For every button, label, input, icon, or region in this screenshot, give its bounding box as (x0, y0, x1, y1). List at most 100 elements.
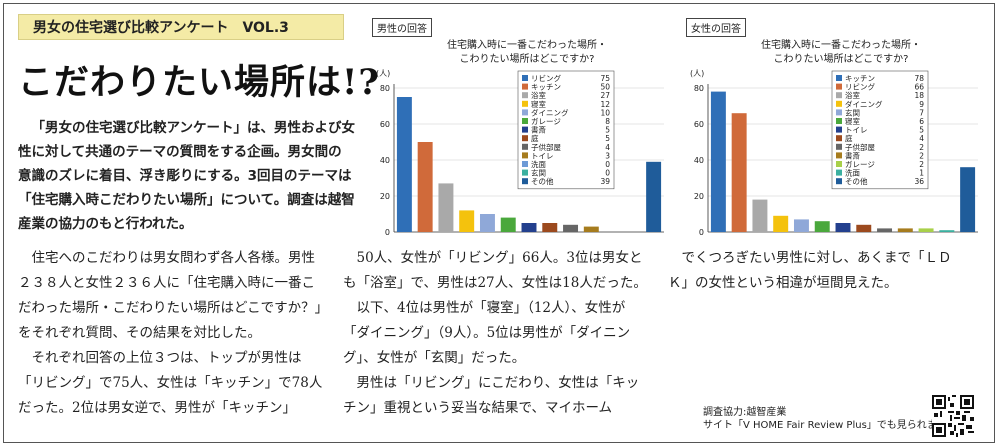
legend-value: 18 (914, 91, 924, 100)
bar-13 (646, 161, 662, 232)
male-chart-svg: 住宅購入時に一番こだわった場所・こわりたい場所はどこですか?(人)0204060… (376, 38, 664, 236)
bar-4 (459, 210, 475, 232)
legend-value: 66 (914, 83, 924, 92)
bar-2 (731, 113, 747, 232)
legend-value: 75 (600, 74, 610, 83)
body-column-1: 住宅へのこだわりは男女問わず各人各様。男性２３８人と女性２３６人に「住宅購入時に… (18, 246, 324, 421)
legend-value: 2 (919, 151, 924, 160)
legend-box (517, 70, 615, 190)
legend-value: 27 (600, 91, 610, 100)
legend-swatch (836, 135, 842, 142)
legend-label: 書斎 (531, 125, 546, 135)
legend-value: 12 (600, 100, 610, 109)
body-paragraph: 住宅へのこだわりは男女問わず各人各様。男性２３８人と女性２３６人に「住宅購入時に… (18, 250, 322, 341)
y-axis-label: (人) (376, 69, 390, 78)
legend-swatch (836, 75, 842, 81)
bar-8 (856, 224, 872, 232)
legend-label: トイレ (531, 151, 554, 160)
chart-title: こわりたい場所はどこですか? (459, 52, 594, 65)
legend-swatch (522, 92, 528, 99)
bar-1 (396, 97, 412, 232)
legend-swatch (522, 100, 528, 107)
legend-value: 10 (600, 108, 610, 117)
legend-swatch (522, 161, 528, 167)
credit-line: 調査協力:越智産業 (703, 407, 787, 418)
headline: こだわりたい場所は!? (18, 62, 380, 103)
legend-swatch (836, 109, 842, 116)
bar-9 (877, 228, 893, 232)
legend-swatch (522, 109, 528, 116)
legend-swatch (836, 178, 842, 185)
y-axis-label: (人) (690, 69, 704, 78)
y-tick-label: 80 (380, 84, 390, 93)
legend-label: キッチン (531, 83, 561, 92)
legend-value: 36 (914, 177, 924, 186)
legend-swatch (522, 83, 528, 90)
legend-value: 0 (605, 169, 610, 178)
female-chart: 住宅購入時に一番こだわった場所・ こわりたい場所はどこですか? (人) 0 20 40 60… (686, 18, 986, 236)
legend-value: 1 (919, 169, 924, 178)
bar-5 (793, 219, 809, 232)
legend-label: 子供部屋 (531, 142, 561, 152)
legend-value: 6 (919, 117, 924, 126)
legend-value: 5 (919, 126, 924, 135)
credit: 調査協力:越智産業 サイト「V HOME Fair Review Plus」でも… (703, 406, 947, 432)
legend-swatch (522, 143, 528, 150)
body-paragraph: 男性は「リビング」にこだわり、女性は「キッチン」重視という妥当な結果で、マイホー… (343, 375, 640, 416)
legend-swatch (522, 118, 528, 124)
chart-title: こわりたい場所はどこですか? (773, 52, 908, 65)
y-tick-label: 40 (380, 156, 390, 165)
bar-10 (583, 226, 599, 232)
bar-13 (960, 167, 976, 232)
body-column-3: でくつろぎたい男性に対し、あくまで「ＬＤＫ」の女性という相違が垣間見えた。 (668, 246, 968, 296)
y-tick-label: 80 (694, 84, 704, 93)
legend-label: 浴室 (531, 90, 546, 100)
bar-11 (918, 228, 934, 232)
legend-label: 書斎 (845, 150, 860, 160)
legend-label: 庭 (531, 133, 539, 143)
y-tick-label: 40 (694, 156, 704, 165)
legend-label: トイレ (845, 126, 868, 135)
legend-label: 洗面 (531, 159, 546, 169)
female-chart-svg: 住宅購入時に一番こだわった場所・こわりたい場所はどこですか? (人) 0 20 40 60… (690, 38, 978, 236)
legend-label: その他 (531, 176, 554, 186)
body-paragraph: 50人、女性が「リビング」66人。3位は男女とも「浴室」で、男性は27人、女性は… (343, 250, 647, 291)
male-chart: 住宅購入時に一番こだわった場所・ こわりたい場所はどこですか? (人) 0 20 40 60… (372, 18, 672, 236)
bar-2 (417, 142, 433, 232)
body-paragraph: でくつろぎたい男性に対し、あくまで「ＬＤＫ」の女性という相違が垣間見えた。 (668, 250, 952, 291)
y-tick-label: 20 (694, 192, 704, 201)
legend-label: 寝室 (531, 99, 546, 109)
series-label: 男女の住宅選び比較アンケート VOL.3 (18, 14, 344, 40)
legend-value: 50 (600, 83, 610, 92)
legend-value: 7 (919, 108, 924, 117)
legend-swatch (836, 83, 842, 90)
qr-code-icon (932, 395, 974, 437)
bar-9 (563, 224, 579, 232)
credit-line: サイト「V HOME Fair Review Plus」でも見られます (703, 420, 947, 431)
legend-value: 5 (605, 126, 610, 135)
legend-swatch (836, 143, 842, 150)
article-frame (3, 3, 995, 443)
legend-label: 玄関 (531, 168, 546, 178)
legend-value: 2 (919, 143, 924, 152)
bar-4 (773, 215, 789, 232)
legend-label: リビング (531, 73, 561, 83)
legend-value: 0 (605, 160, 610, 169)
bar-6 (814, 221, 830, 232)
y-tick-label: 0 (699, 228, 704, 236)
legend-label: キッチン (845, 74, 875, 83)
legend-value: 8 (605, 117, 610, 126)
y-tick-label: 60 (380, 120, 390, 129)
y-tick-label: 0 (385, 228, 390, 236)
body-column-2: 50人、女性が「リビング」66人。3位は男女とも「浴室」で、男性は27人、女性は… (343, 246, 649, 421)
legend-box (831, 70, 929, 190)
legend-swatch (836, 92, 842, 99)
y-tick-label: 20 (380, 192, 390, 201)
legend-value: 39 (600, 177, 610, 186)
bar-8 (542, 223, 558, 232)
legend-swatch (836, 169, 842, 176)
legend-label: 子供部屋 (845, 142, 875, 152)
bar-5 (479, 214, 495, 232)
legend-label: その他 (845, 176, 868, 186)
legend-swatch (522, 178, 528, 185)
